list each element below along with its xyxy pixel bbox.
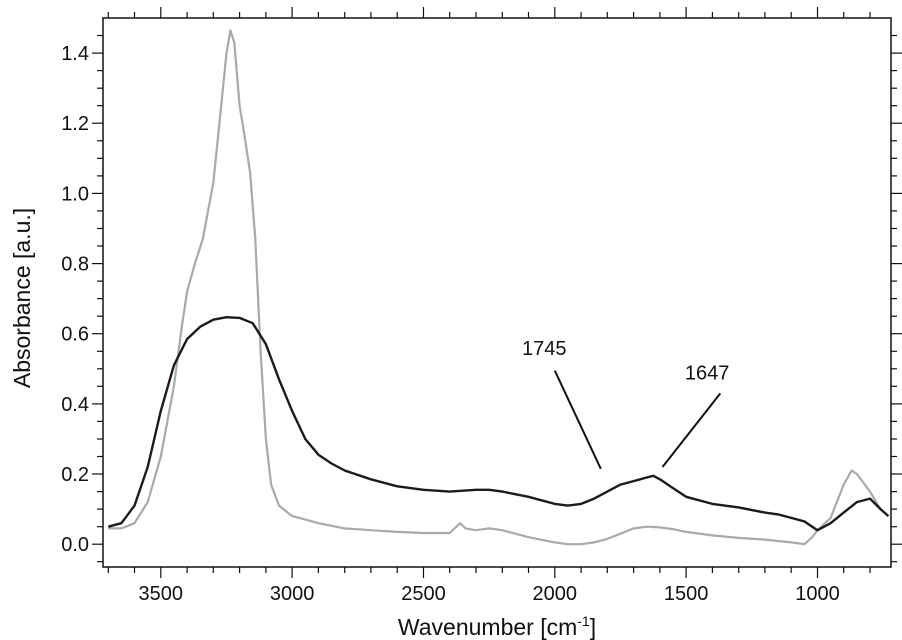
plot-series (107, 29, 890, 546)
series-line-gray (108, 29, 890, 546)
annotation-label: 1647 (685, 362, 730, 384)
x-tick-label: 1000 (795, 583, 840, 605)
annotations: 1745 1647 (522, 338, 730, 470)
x-tick-label: 2500 (401, 583, 446, 605)
y-axis-title: Absorbance [a.u.] (9, 208, 35, 388)
annotation-leader-line (553, 370, 602, 470)
y-tick-label: 0.4 (61, 394, 89, 416)
x-tick-label: 3000 (270, 583, 315, 605)
tick-marks (92, 7, 902, 578)
y-tick-label: 0.8 (61, 254, 89, 276)
series-line-black (107, 316, 890, 532)
y-tick-label: 1.4 (61, 43, 89, 65)
x-tick-label: 2000 (533, 583, 578, 605)
x-axis-title-superscript: -1 (577, 613, 590, 629)
annotation-leader-line (661, 392, 722, 468)
x-axis-title-main: Wavenumber [cm (398, 614, 577, 640)
y-tick-label: 1.2 (61, 113, 89, 135)
x-tick-label: 1500 (664, 583, 709, 605)
annotation-label: 1745 (522, 338, 567, 360)
y-tick-label: 0.0 (61, 534, 89, 556)
tick-labels: 3500 3000 2500 2000 1500 1000 0.0 0.2 0.4 0.6 0.8 1… (61, 43, 840, 605)
plot-frame (102, 17, 892, 568)
y-tick-label: 0.2 (61, 464, 89, 486)
y-tick-label: 0.6 (61, 324, 89, 346)
x-tick-label: 3500 (139, 583, 184, 605)
x-axis-title-end: ] (590, 614, 596, 640)
y-tick-label: 1.0 (61, 183, 89, 205)
x-axis-title: Wavenumber [cm-1] (398, 613, 596, 640)
